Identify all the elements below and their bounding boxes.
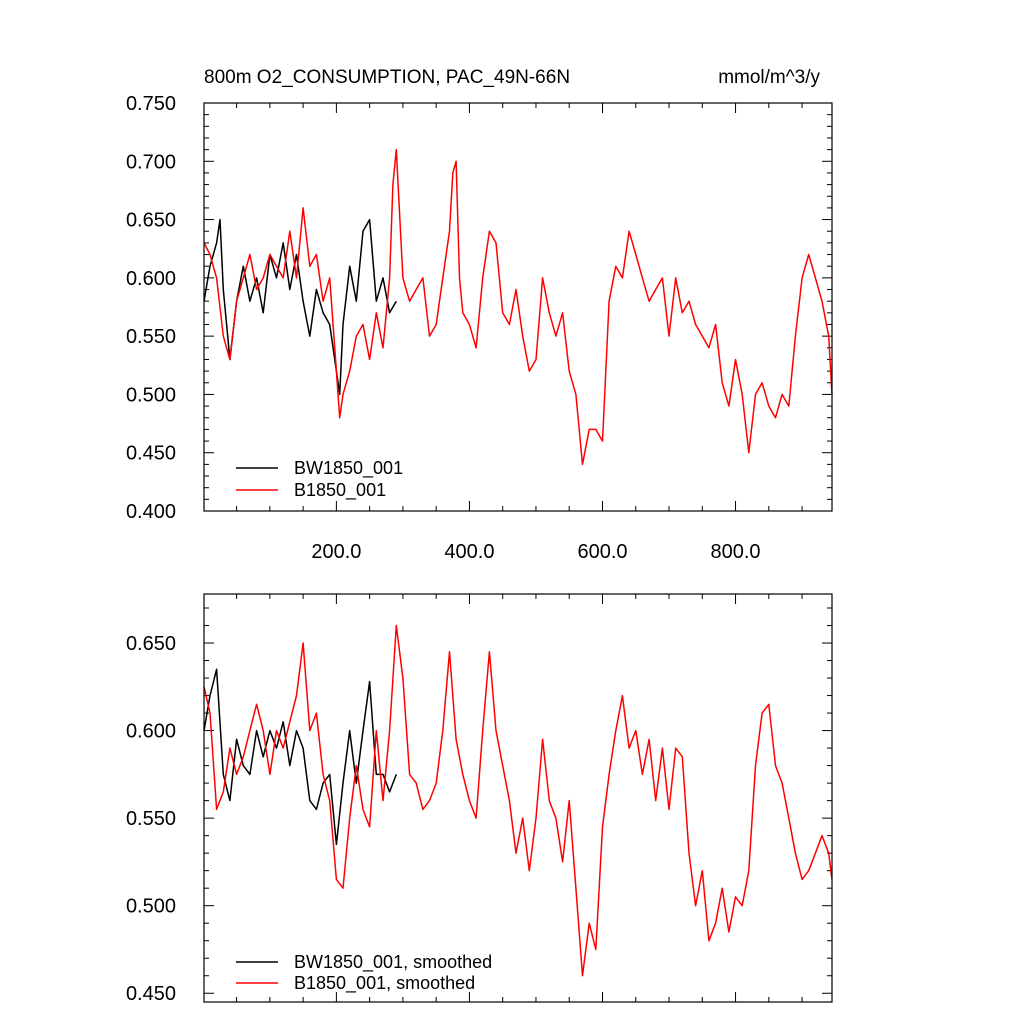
x-tick-label: 400.0	[444, 541, 494, 563]
top-panel: 800m O2_CONSUMPTION, PAC_49N-66N mmol/m^…	[126, 67, 833, 563]
top-plot-frame	[203, 102, 833, 512]
top-y-tick-labels: 0.400 0.450 0.500 0.550 0.600 0.650 0.700 0.750	[126, 93, 176, 523]
y-tick-label: 0.650	[126, 210, 176, 232]
y-tick-label: 0.650	[126, 633, 176, 655]
series-line-b1850	[203, 148, 833, 466]
y-tick-label: 0.750	[126, 93, 176, 115]
bottom-legend: BW1850_001, smoothed B1850_001, smoothed	[236, 952, 492, 994]
top-legend-label-b1850: B1850_001	[294, 480, 386, 501]
bottom-plot-frame	[203, 593, 833, 1003]
top-legend: BW1850_001 B1850_001	[236, 458, 403, 501]
x-tick-label: 800.0	[711, 541, 761, 563]
top-x-tick-labels: 200.0 400.0 600.0 800.0	[311, 541, 760, 563]
y-tick-label: 0.550	[126, 808, 176, 830]
y-tick-label: 0.450	[126, 443, 176, 465]
top-units: mmol/m^3/y	[718, 67, 820, 88]
series-line-bw1850	[203, 668, 398, 846]
y-tick-label: 0.450	[126, 983, 176, 1005]
y-tick-label: 0.400	[126, 501, 176, 523]
bottom-y-tick-labels: 0.450 0.500 0.550 0.600 0.650	[126, 633, 176, 1005]
y-tick-label: 0.500	[126, 896, 176, 918]
top-title: 800m O2_CONSUMPTION, PAC_49N-66N	[204, 67, 570, 88]
y-tick-label: 0.500	[126, 384, 176, 406]
x-tick-label: 200.0	[311, 541, 361, 563]
y-tick-label: 0.550	[126, 326, 176, 348]
y-tick-label: 0.700	[126, 151, 176, 173]
top-axis-ticks	[204, 102, 832, 512]
bottom-panel: 0.450 0.500 0.550 0.600 0.650 BW1850_001, sm…	[126, 593, 833, 1005]
y-tick-label: 0.600	[126, 721, 176, 743]
bottom-plot-lines	[203, 624, 833, 977]
top-plot-lines	[203, 148, 833, 466]
top-legend-label-bw1850: BW1850_001	[294, 458, 403, 479]
x-tick-label: 600.0	[577, 541, 627, 563]
bottom-axis-ticks	[204, 594, 832, 1002]
bottom-legend-label-b1850: B1850_001, smoothed	[294, 973, 475, 994]
bottom-legend-label-bw1850: BW1850_001, smoothed	[294, 952, 492, 973]
y-tick-label: 0.600	[126, 268, 176, 290]
series-line-b1850	[203, 624, 833, 977]
